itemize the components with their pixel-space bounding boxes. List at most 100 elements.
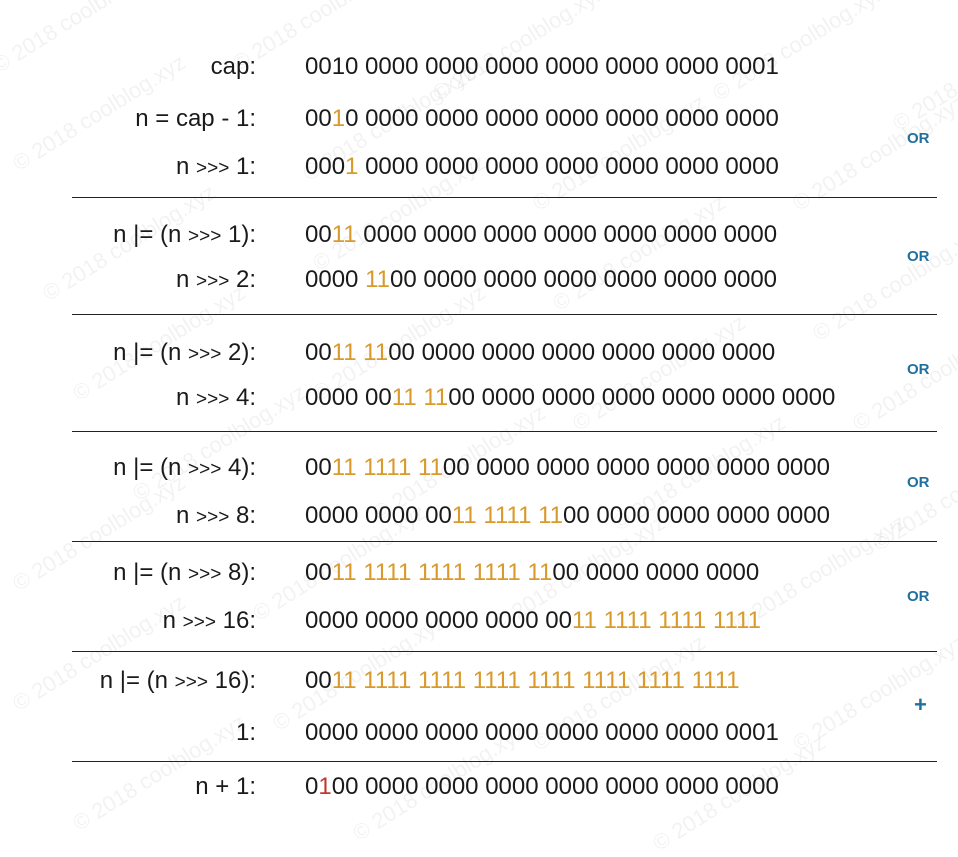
watermark-text: © 2018 coolblog.xyz (808, 219, 958, 346)
label-part: n (176, 153, 197, 180)
highlighted-bits: 11 (331, 221, 357, 248)
plain-bits: 000 (305, 153, 346, 180)
label-part: 1: (235, 719, 256, 746)
label-part: 8: (229, 502, 256, 529)
plus-operator: + (914, 692, 927, 717)
or-operator: OR (907, 588, 930, 605)
label-part: 16): (207, 667, 256, 694)
or-operator: OR (907, 248, 930, 265)
bit-string: 0011 1111 1111 1111 1111 1111 1111 1111 (305, 669, 740, 693)
separator-line (72, 541, 937, 542)
label-part: n |= (n (113, 559, 189, 586)
label-part: n |= (n (113, 454, 189, 481)
plain-bits: 00 (305, 339, 332, 366)
shift-operator: >>> (188, 226, 222, 247)
bit-string: 0010 0000 0000 0000 0000 0000 0000 0000 (305, 107, 779, 131)
plain-bits: 0 0000 0000 0000 0000 0000 0000 0000 (345, 105, 779, 132)
plain-bits: 00 (305, 667, 332, 694)
bit-string: 0000 0000 0000 0000 0011 1111 1111 1111 (305, 609, 761, 633)
bit-string: 0011 0000 0000 0000 0000 0000 0000 0000 (305, 223, 777, 247)
plain-bits: 0000 0000 0000 0000 0000 0000 0000 0001 (305, 719, 779, 746)
row-label: n >>> 2: (176, 268, 256, 292)
bit-string: 0001 0000 0000 0000 0000 0000 0000 0000 (305, 155, 779, 179)
shift-operator: >>> (196, 158, 230, 179)
label-part: n |= (n (113, 339, 189, 366)
row-label: n >>> 1: (176, 155, 256, 179)
shift-operator: >>> (196, 507, 230, 528)
watermark-text: © 2018 coolblog.xyz (868, 429, 958, 556)
or-operator: OR (907, 474, 930, 491)
plain-bits: 00 0000 0000 0000 0000 (563, 502, 830, 529)
separator-line (72, 314, 937, 315)
separator-line (72, 431, 937, 432)
row-label: n >>> 8: (176, 504, 256, 528)
shift-operator: >>> (188, 344, 222, 365)
plain-bits: 00 (305, 221, 332, 248)
label-part: 16: (215, 607, 256, 634)
label-part: 2: (229, 266, 256, 293)
plain-bits: 00 (305, 454, 332, 481)
label-part: n |= (n (113, 221, 189, 248)
or-operator: OR (907, 361, 930, 378)
label-part: n + 1: (195, 773, 256, 800)
highlighted-bits: 11 1111 1111 1111 11 (331, 559, 553, 586)
highlighted-bits: 11 1111 1111 1111 1111 1111 1111 1111 (331, 667, 740, 694)
label-part: n (176, 502, 197, 529)
label-part: n (162, 607, 183, 634)
row-label: n |= (n >>> 2): (113, 341, 256, 365)
label-part: n (176, 266, 197, 293)
plain-bits: 0000 0000 0000 0000 00 (305, 607, 572, 634)
label-part: 1): (221, 221, 256, 248)
bit-string: 0011 1100 0000 0000 0000 0000 0000 0000 (305, 341, 775, 365)
plain-bits: 00 (305, 105, 332, 132)
row-label: n >>> 4: (176, 386, 256, 410)
label-part: 1: (229, 153, 256, 180)
plain-bits: 00 0000 0000 0000 0000 0000 0000 (389, 266, 778, 293)
bit-string: 0000 0000 0000 0000 0000 0000 0000 0001 (305, 721, 779, 745)
row-label: n + 1: (195, 775, 256, 799)
row-label: n |= (n >>> 16): (100, 669, 256, 693)
highlighted-bits: 1 (331, 105, 346, 132)
plain-bits: 0000 00 (305, 384, 392, 411)
plain-bits: 00 0000 0000 0000 0000 0000 0000 0000 (331, 773, 779, 800)
shift-operator: >>> (182, 612, 216, 633)
label-part: 8): (221, 559, 256, 586)
highlighted-bits: 11 1111 11 (451, 502, 564, 529)
highlighted-bits: 11 1111 1111 1111 (571, 607, 761, 634)
shift-operator: >>> (174, 672, 208, 693)
plain-bits: 00 0000 0000 0000 0000 0000 0000 (388, 339, 776, 366)
plain-bits: 00 0000 0000 0000 0000 0000 0000 (448, 384, 836, 411)
bit-string: 0000 1100 0000 0000 0000 0000 0000 0000 (305, 268, 777, 292)
label-part: n (176, 384, 197, 411)
plain-bits: 0 (305, 773, 319, 800)
highlighted-bits: 1 (345, 153, 359, 180)
watermark-text: © 2018 coolblog.xyz (788, 629, 958, 756)
label-part: 2): (221, 339, 256, 366)
bit-string: 0000 0000 0011 1111 1100 0000 0000 0000 … (305, 504, 830, 528)
highlighted-bits: 11 (365, 266, 390, 293)
plain-bits: 0000 (305, 266, 366, 293)
shift-operator: >>> (188, 459, 222, 480)
label-part: 4: (229, 384, 256, 411)
row-label: n |= (n >>> 4): (113, 456, 256, 480)
bit-string: 0000 0011 1100 0000 0000 0000 0000 0000 … (305, 386, 835, 410)
label-part: 4): (221, 454, 256, 481)
plain-bits: 00 0000 0000 0000 0000 0000 0000 (442, 454, 830, 481)
shift-operator: >>> (196, 389, 230, 410)
or-operator: OR (907, 130, 930, 147)
plain-bits: 0000 0000 0000 0000 0000 0000 0000 (356, 221, 778, 248)
result-bit: 1 (318, 773, 332, 800)
label-part: n |= (n (99, 667, 175, 694)
separator-line (72, 197, 937, 198)
row-label: n |= (n >>> 1): (113, 223, 256, 247)
shift-operator: >>> (188, 564, 222, 585)
watermark-text: © 2018 coolblog.xyz (848, 309, 958, 436)
highlighted-bits: 11 1111 11 (331, 454, 443, 481)
shift-operator: >>> (196, 271, 230, 292)
bit-string: 0011 1111 1100 0000 0000 0000 0000 0000 … (305, 456, 830, 480)
row-label: n >>> 16: (163, 609, 256, 633)
watermark-text: © 2018 coolblog.xyz (888, 9, 958, 136)
plain-bits: 00 (305, 559, 332, 586)
label-part: n = cap - 1: (135, 105, 256, 132)
row-label: n |= (n >>> 8): (113, 561, 256, 585)
